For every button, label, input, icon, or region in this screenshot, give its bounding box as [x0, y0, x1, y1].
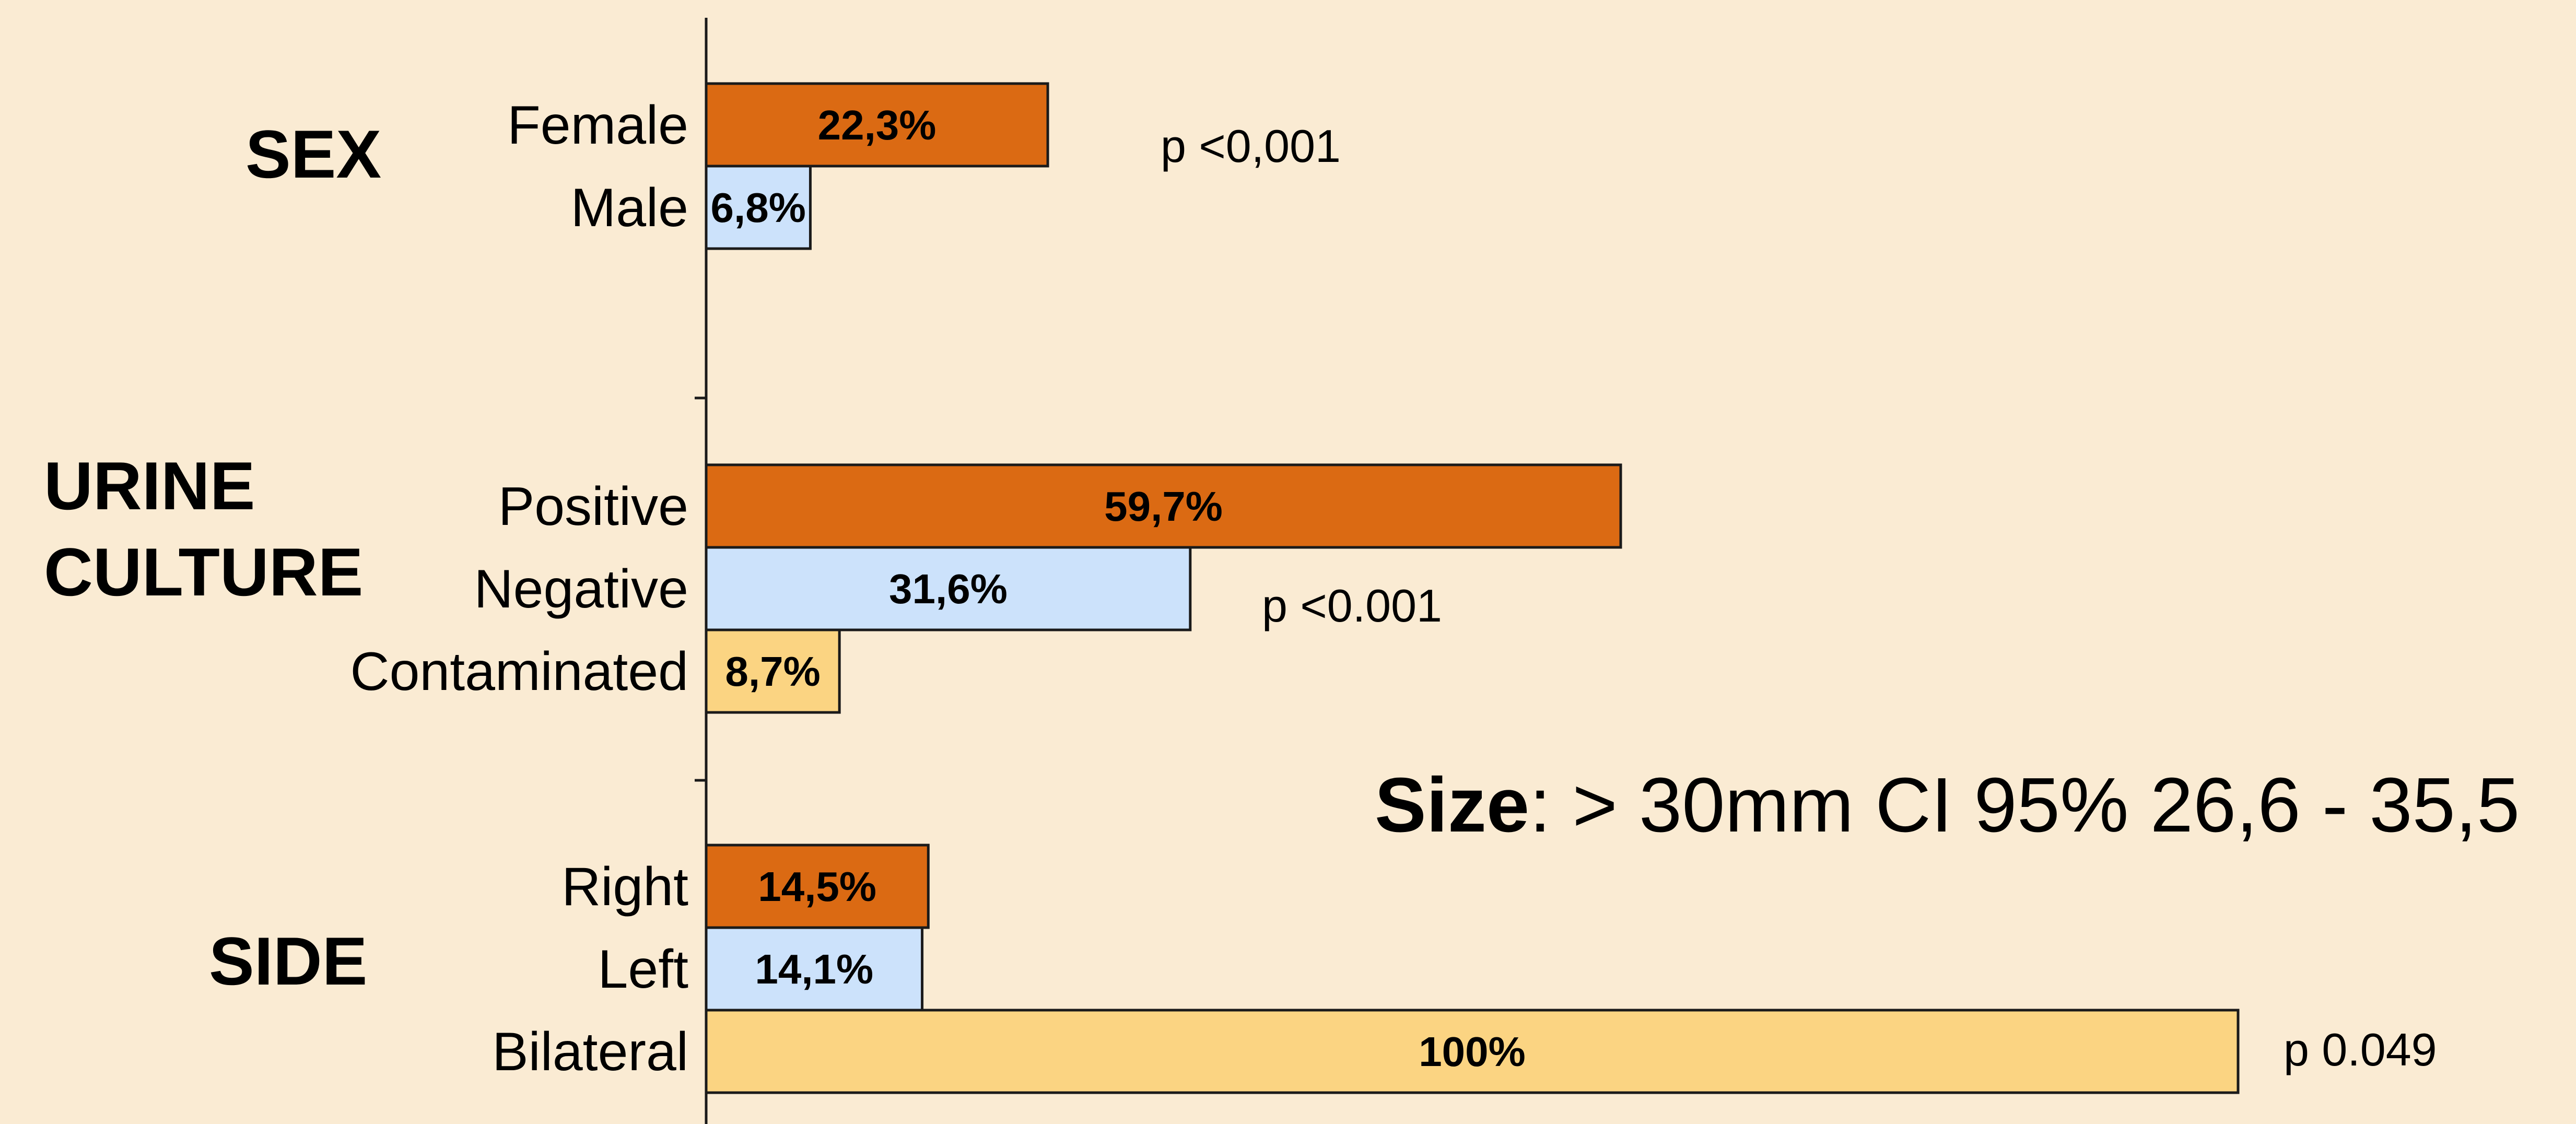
bar: [705, 628, 841, 714]
size-annotation-bold: Size: [1375, 762, 1529, 848]
data-label: 14,5%: [758, 863, 876, 910]
data-label: 14,1%: [755, 946, 873, 992]
category-label: Male: [571, 178, 688, 238]
category-label: Left: [598, 939, 689, 1000]
bar: [705, 82, 1049, 168]
data-label: 31,6%: [889, 566, 1008, 612]
bar: [705, 165, 812, 250]
group-label: URINE: [44, 448, 255, 524]
category-label: Bilateral: [492, 1022, 688, 1082]
p-value-label: p <0,001: [1161, 120, 1341, 172]
data-label: 6,8%: [711, 184, 806, 231]
size-annotation: Size: > 30mm CI 95% 26,6 - 35,5: [1375, 762, 2520, 848]
labels-layer: 22,3% Female 6,8% Male SEX p <0,001 59,7% Posit…: [44, 95, 2437, 1082]
group-label: CULTURE: [44, 534, 363, 610]
data-label: 100%: [1419, 1028, 1526, 1075]
p-value-label: p 0.049: [2284, 1024, 2437, 1075]
p-value-label: p <0.001: [1262, 580, 1442, 631]
size-annotation-text: : > 30mm CI 95% 26,6 - 35,5: [1529, 762, 2520, 848]
bar: [705, 546, 1192, 631]
category-label: Right: [561, 857, 688, 917]
data-label: 22,3%: [818, 102, 936, 148]
data-label: 8,7%: [725, 648, 820, 695]
bar: [705, 844, 930, 929]
category-label: Positive: [498, 476, 688, 537]
bar: [705, 1009, 2240, 1094]
bar: [705, 463, 1622, 549]
bars-layer: [705, 82, 2240, 1094]
group-label: SEX: [245, 116, 381, 192]
bar: [705, 926, 924, 1012]
group-label: SIDE: [209, 923, 367, 999]
category-label: Female: [507, 95, 688, 156]
data-label: 59,7%: [1104, 483, 1223, 530]
category-label: Negative: [474, 559, 688, 619]
category-label: Contaminated: [350, 641, 688, 702]
